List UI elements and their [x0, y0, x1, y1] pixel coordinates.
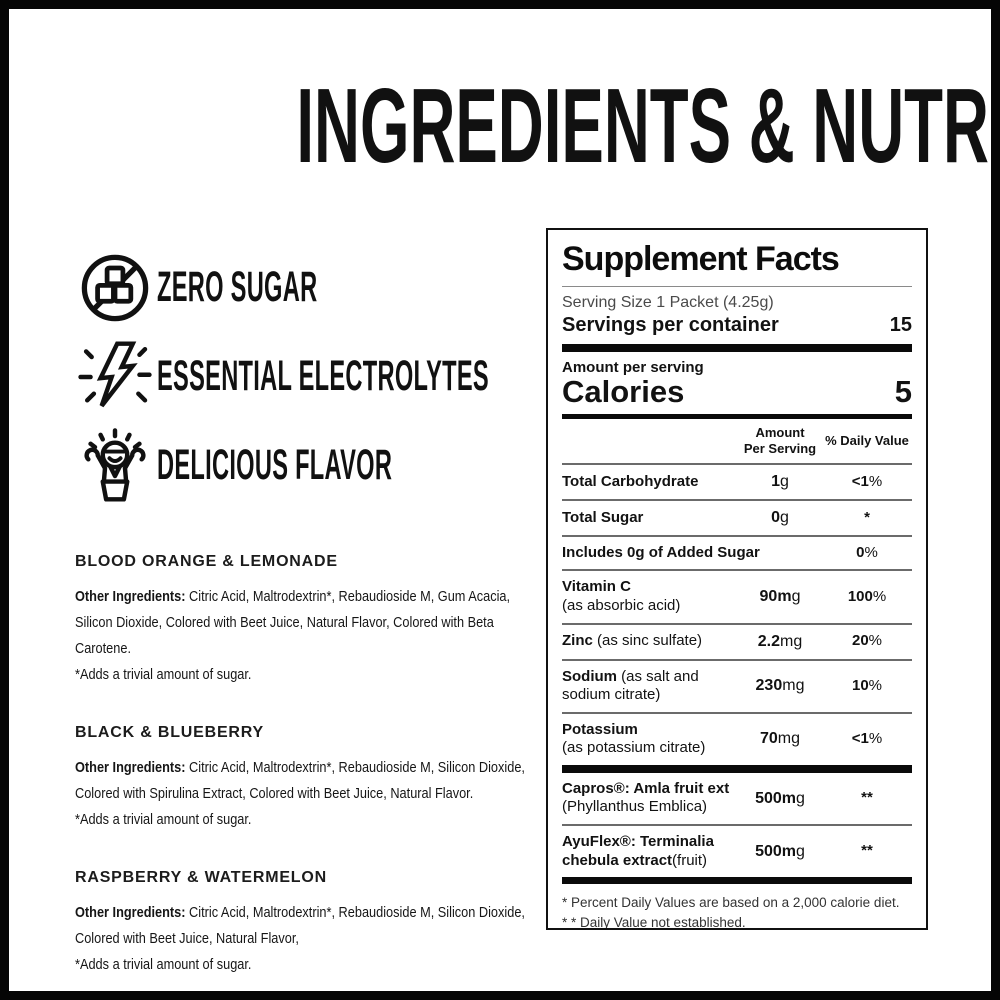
facts-column-headers: Amount Per Serving % Daily Value — [562, 419, 912, 464]
serving-size: Serving Size 1 Packet (4.25g) — [562, 294, 774, 311]
flavor-name: BLOOD ORANGE & LEMONADE — [75, 553, 338, 570]
facts-footnotes: * Percent Daily Values are based on a 2,… — [562, 893, 912, 930]
sugar-note: *Adds a trivial amount of sugar. — [75, 811, 252, 828]
supplement-facts-title: Supplement Facts — [562, 240, 840, 278]
servings-value: 15 — [889, 314, 912, 337]
feature-delicious-flavor: DELICIOUS FLAVOR — [73, 421, 543, 510]
feature-label: ZERO SUGAR — [157, 263, 318, 311]
divider — [562, 286, 912, 287]
facts-row-vitamin-c: Vitamin C (as absorbic acid) 90mg 100% — [562, 569, 912, 622]
medium-divider — [562, 413, 912, 419]
ingredients-text: Citric Acid, Maltrodextrin*, Rebaudiosid… — [75, 588, 511, 657]
feature-essential-electrolytes: ESSENTIAL ELECTROLYTES — [73, 332, 543, 421]
facts-row-potassium: Potassium (as potassium citrate) 70mg <1% — [562, 711, 912, 765]
facts-row-capros: Capros®: Amla fruit ext (Phyllanthus Embl… — [562, 779, 873, 816]
daily-value-column-header: % Daily Value — [825, 433, 909, 449]
servings-label: Servings per container — [562, 314, 779, 337]
calories-row: Calories 5 — [562, 376, 912, 409]
flavor-list: BLOOD ORANGE & LEMONADE Other Ingredient… — [75, 553, 545, 991]
flavor-ingredients: Other Ingredients: Citric Acid, Maltrode… — [75, 755, 538, 833]
other-ingredients-label: Other Ingredients: — [75, 759, 186, 776]
footnote-not-established: * * Daily Value not established. — [562, 914, 746, 930]
ingredients-text: Citric Acid, Maltrodextrin*, Rebaudiosid… — [75, 759, 525, 802]
flavor-name: BLACK & BLUEBERRY — [75, 724, 265, 741]
no-sugar-icon — [73, 250, 157, 326]
feature-label: ESSENTIAL ELECTROLYTES — [157, 352, 489, 400]
calories-label: Calories — [562, 374, 685, 410]
feature-zero-sugar: ZERO SUGAR — [73, 243, 543, 332]
sugar-note: *Adds a trivial amount of sugar. — [75, 956, 252, 973]
footnote-daily-values: * Percent Daily Values are based on a 2,… — [562, 895, 900, 911]
facts-row-added-sugar: Includes 0g of Added Sugar 0% — [562, 534, 912, 570]
flavor-ingredients: Other Ingredients: Citric Acid, Maltrode… — [75, 900, 538, 978]
page-title: INGREDIENTS & NUTRITION — [296, 67, 991, 185]
feature-label: DELICIOUS FLAVOR — [157, 441, 393, 489]
servings-per-container-row: Servings per container 15 — [562, 314, 912, 337]
ingredients-text: Citric Acid, Maltrodextrin*, Rebaudiosid… — [75, 904, 525, 947]
facts-row-total-sugar: Total Sugar 0g * — [562, 499, 912, 535]
sugar-note: *Adds a trivial amount of sugar. — [75, 666, 252, 683]
flavor-name: RASPBERRY & WATERMELON — [75, 869, 327, 886]
flavor-black-blueberry: BLACK & BLUEBERRY Other Ingredients: Cit… — [75, 724, 545, 833]
facts-row-total-carbohydrate: Total Carbohydrate 1g <1% — [562, 463, 912, 499]
thick-divider — [562, 764, 912, 773]
facts-row-sodium: Sodium (as salt and sodium citrate) 230m… — [562, 658, 912, 712]
flavor-raspberry-watermelon: RASPBERRY & WATERMELON Other Ingredients… — [75, 869, 545, 978]
flavor-ingredients: Other Ingredients: Citric Acid, Maltrode… — [75, 584, 538, 688]
flavor-hands-icon — [73, 426, 157, 506]
thick-divider — [562, 344, 912, 353]
facts-row-ayuflex: AyuFlex®: Terminalia chebula extract(fru… — [562, 824, 912, 877]
flavor-blood-orange-lemonade: BLOOD ORANGE & LEMONADE Other Ingredient… — [75, 553, 545, 688]
supplement-facts-panel: Supplement Facts Serving Size 1 Packet (… — [546, 228, 928, 930]
thick-divider — [562, 877, 912, 885]
calories-value: 5 — [894, 374, 912, 410]
feature-list: ZERO SUGAR ESSENTIAL ELECTROLYTES — [73, 243, 543, 510]
amount-per-serving-label: Amount per serving — [562, 359, 704, 377]
amount-column-header: Amount Per Serving — [743, 424, 817, 456]
other-ingredients-label: Other Ingredients: — [75, 588, 186, 605]
facts-row-zinc: Zinc (as sinc sulfate) 2.2mg 20% — [562, 622, 912, 659]
other-ingredients-label: Other Ingredients: — [75, 904, 186, 921]
lightning-bolt-icon — [73, 337, 157, 417]
